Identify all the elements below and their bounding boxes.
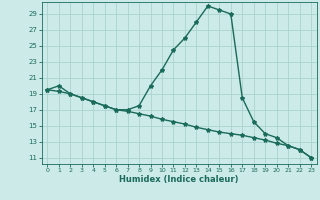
X-axis label: Humidex (Indice chaleur): Humidex (Indice chaleur) xyxy=(119,175,239,184)
